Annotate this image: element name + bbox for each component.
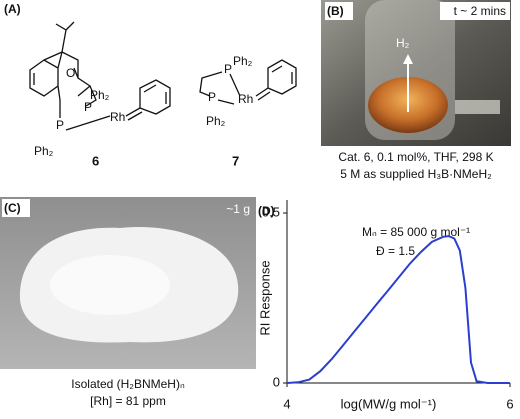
- atom: Ph₂: [34, 144, 54, 158]
- panel-c: (C) ~1 g Isolated (H₂BNMeH)ₙ [Rh] = 81 p…: [0, 197, 256, 408]
- panel-label: (A): [4, 2, 21, 16]
- atom: P: [208, 90, 216, 104]
- atom: P: [224, 62, 232, 76]
- panel-label: (D): [258, 204, 275, 218]
- atom: P: [56, 118, 64, 132]
- arene-ligand: [255, 59, 297, 101]
- panel-d: (D) Mₙ = 85 000 g mol⁻¹ Đ = 1.5 0 0.5 4 6 lo…: [257, 200, 514, 411]
- atom: Rh: [238, 92, 253, 106]
- atom: Ph₂: [206, 114, 226, 128]
- label-box: [440, 2, 510, 20]
- panel-b: (B) t ~ 2 mins H₂ Cat. 6, 0.1 mol%, THF,…: [321, 0, 511, 181]
- side-arm: [455, 100, 500, 114]
- atom: Ph₂: [233, 54, 253, 68]
- atom: Ph₂: [90, 88, 110, 102]
- mass-label: ~1 g: [226, 202, 250, 216]
- x-tick-label: 4: [283, 396, 290, 411]
- label-box: [2, 199, 30, 217]
- time-label: t ~ 2 mins: [454, 4, 506, 18]
- ri-trace: [286, 235, 510, 384]
- panel-label: (C): [4, 201, 21, 215]
- structure-6: O P Ph₂ P Ph₂ Rh 6: [29, 21, 171, 168]
- structure-7: P Ph₂ P Ph₂ Rh 7: [199, 54, 297, 168]
- annotation: Mₙ = 85 000 g mol⁻¹: [362, 225, 470, 239]
- caption: 5 M as supplied H₃B·NMeH₂: [340, 167, 492, 181]
- annotation: Đ = 1.5: [376, 244, 415, 258]
- label-box: [325, 2, 353, 20]
- caption: [Rh] = 81 ppm: [90, 394, 166, 408]
- bond-lines: [199, 71, 241, 105]
- compound-number: 6: [92, 153, 99, 168]
- x-tick-label: 6: [506, 396, 513, 411]
- arene-ligand: [125, 79, 171, 121]
- y-tick-label: 0.5: [262, 204, 280, 219]
- caption: Cat. 6, 0.1 mol%, THF, 298 K: [338, 150, 493, 164]
- panel-label: (B): [327, 4, 344, 18]
- x-axis-label: log(MW/g mol⁻¹): [341, 396, 437, 411]
- gas-label: H₂: [396, 36, 410, 50]
- atom: Rh: [110, 110, 125, 124]
- y-axis-label: RI Response: [257, 260, 272, 335]
- bond-lines: [29, 21, 111, 131]
- compound-number: 7: [232, 153, 239, 168]
- caption: Isolated (H₂BNMeH)ₙ: [71, 377, 185, 391]
- atom: O: [66, 66, 75, 80]
- y-tick-label: 0: [273, 374, 280, 389]
- atom: P: [84, 100, 92, 114]
- panel-a: (A) O P Ph₂ P Ph₂ Rh 6 P Ph₂ P Ph₂ Rh 7: [4, 2, 297, 168]
- powder: [50, 255, 170, 315]
- arrow-head: [403, 54, 413, 64]
